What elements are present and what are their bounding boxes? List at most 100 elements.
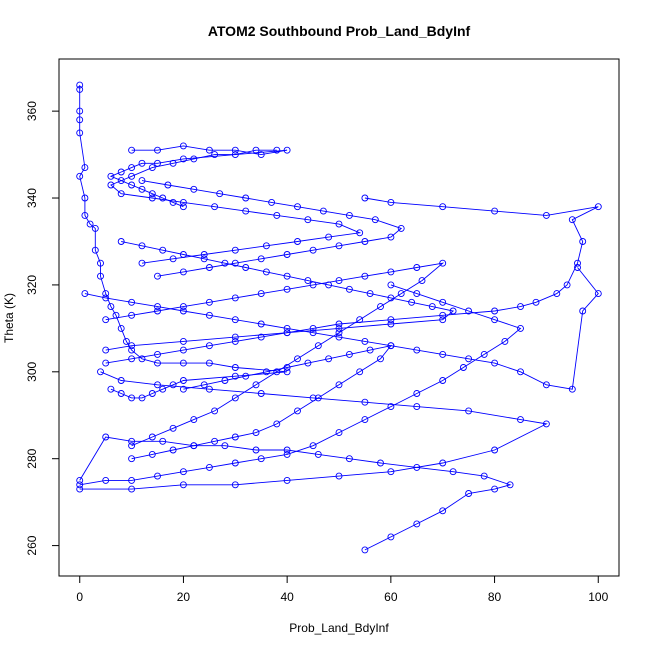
data-point [148,190,156,198]
data-point [283,324,291,332]
data-point [532,298,540,306]
data-point [128,485,136,493]
y-tick-label: 360 [25,101,39,121]
series-line [105,241,455,351]
data-point [397,290,405,298]
data-point [190,416,198,424]
data-point [138,185,146,193]
data-point [169,424,177,432]
data-point [200,381,208,389]
data-point [81,290,89,298]
data-point [542,381,550,389]
data-point [366,290,374,298]
data-point [179,268,187,276]
data-point [517,368,524,376]
y-axis: 260 280 300 320 340 360 [25,101,60,556]
data-point [102,316,110,324]
data-point [242,207,250,215]
data-point [335,320,343,328]
data-point [335,429,343,437]
data-point [205,264,213,271]
data-point [76,476,84,484]
data-point [480,472,488,480]
series-10 [138,177,405,280]
data-point [179,198,187,206]
data-point [273,420,281,428]
data-point [335,329,343,337]
series-line [79,284,522,486]
y-tick-label: 300 [25,361,39,381]
series-1 [107,142,291,211]
data-point [231,146,239,154]
data-point [190,442,198,450]
data-point [542,420,550,428]
data-point [387,233,395,241]
data-point [107,172,115,180]
data-point [128,346,136,354]
data-point [122,337,130,345]
data-point [304,216,312,224]
data-point [361,194,369,202]
series-line [105,262,445,447]
data-point [413,346,421,354]
data-point [439,350,447,358]
data-point [102,359,110,367]
data-point [200,255,208,263]
data-point [148,390,156,397]
data-point [231,364,239,371]
data-point [465,407,473,415]
data-point [179,155,187,163]
data-point [179,346,187,354]
data-point [76,485,84,493]
data-point [283,368,291,376]
data-point [117,190,125,198]
data-point [128,164,136,172]
data-point [377,355,384,363]
data-point [179,307,187,315]
data-point [283,450,291,458]
series-line [109,145,288,208]
data-point [76,81,84,89]
data-point [190,185,198,193]
data-point [159,385,167,393]
data-point [211,203,219,211]
series-line [84,267,599,390]
data-point [154,272,161,280]
data-point [76,85,84,93]
y-axis-label: Theta (K) [2,293,16,343]
data-point [76,172,84,180]
data-point [102,346,110,354]
data-point [179,337,187,345]
series-line [141,180,403,277]
data-point [81,211,89,219]
data-point [439,259,447,267]
x-tick-label: 40 [280,590,294,604]
data-point [491,485,499,493]
data-point [309,442,317,450]
data-point [128,172,136,180]
data-point [211,151,219,159]
data-point [242,264,250,271]
data-point [169,446,177,454]
data-point [439,459,447,467]
data-point [205,385,213,393]
data-point [81,164,89,172]
data-point [491,446,499,454]
data-point [169,198,177,206]
x-tick-label: 0 [76,590,83,604]
data-point [200,251,208,258]
data-point [579,307,587,315]
data-point [262,242,270,250]
data-point [159,246,167,254]
series-7 [102,238,457,354]
data-point [205,146,213,154]
data-point [128,311,136,319]
series-4 [76,281,524,489]
data-point [102,294,110,302]
series-line [105,197,599,364]
data-point [102,433,110,441]
data-point [154,307,161,315]
chart-title: ATOM2 Southbound Prob_Land_BdyInf [208,23,471,39]
data-point [257,151,265,159]
